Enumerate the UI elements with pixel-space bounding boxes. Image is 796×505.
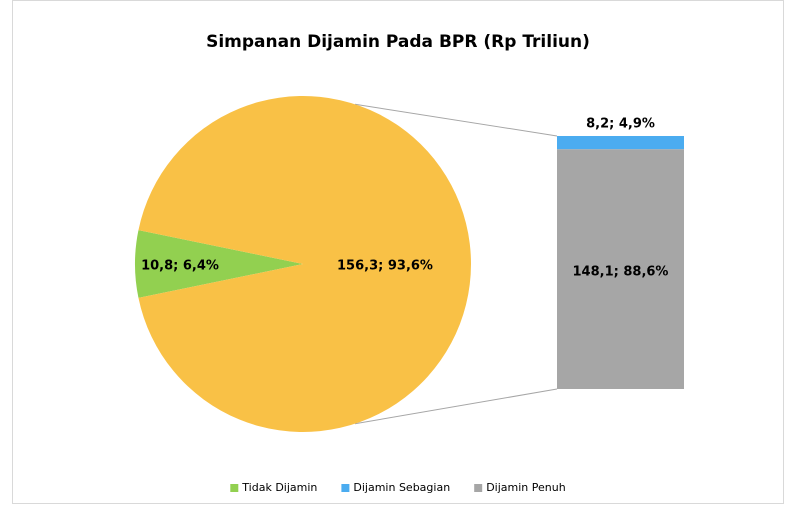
legend-swatch <box>474 484 483 492</box>
data-label: 156,3; 93,6% <box>337 259 433 274</box>
bar-segment <box>557 149 684 389</box>
pie-slice <box>138 95 471 432</box>
legend-label: Tidak Dijamin <box>241 481 317 494</box>
connector-line <box>354 388 558 425</box>
bar-segment <box>557 136 684 150</box>
legend-label: Dijamin Sebagian <box>353 481 450 494</box>
data-label: 148,1; 88,6% <box>573 265 669 280</box>
data-label: 10,8; 6,4% <box>141 259 219 274</box>
legend-swatch <box>230 484 239 492</box>
connector-line <box>354 103 558 137</box>
legend-label: Dijamin Penuh <box>486 481 566 494</box>
data-label: 8,2; 4,9% <box>586 117 655 132</box>
chart-title: Simpanan Dijamin Pada BPR (Rp Triliun) <box>206 32 590 52</box>
pie-slice <box>135 230 303 298</box>
legend-swatch <box>341 484 350 492</box>
